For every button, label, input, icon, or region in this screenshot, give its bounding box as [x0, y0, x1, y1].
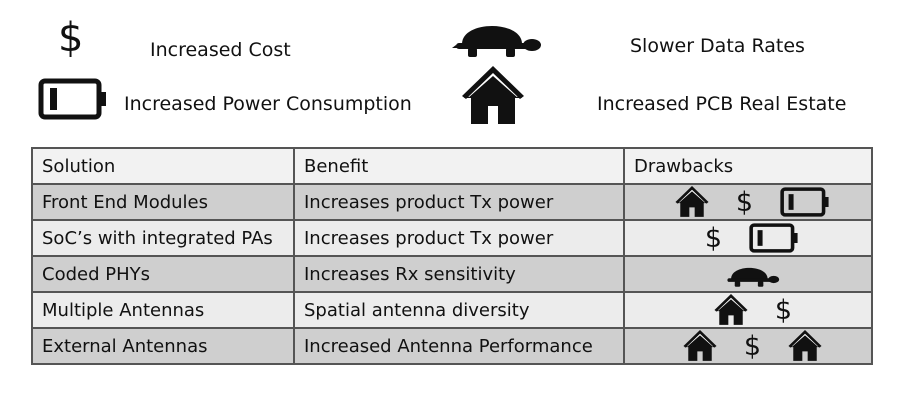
- header-solution: Solution: [31, 147, 295, 185]
- drawbacks-cell: $: [623, 219, 873, 257]
- legend-label-pcb: Increased PCB Real Estate: [597, 93, 847, 115]
- dollar-icon: $: [774, 294, 793, 326]
- battery-icon: [748, 223, 800, 253]
- benefit-cell: Increased Antenna Performance: [293, 327, 625, 365]
- turtle-icon: [452, 12, 544, 64]
- benefit-cell: Increases Rx sensitivity: [293, 255, 625, 293]
- dollar-icon: $: [743, 330, 762, 362]
- table-row: Multiple Antennas Spatial antenna divers…: [31, 291, 873, 329]
- table-row: External Antennas Increased Antenna Perf…: [31, 327, 873, 365]
- header-drawbacks: Drawbacks: [623, 147, 873, 185]
- drawbacks-table: Solution Benefit Drawbacks Front End Mod…: [31, 147, 873, 365]
- benefit-cell: Spatial antenna diversity: [293, 291, 625, 329]
- house-icon: [682, 330, 718, 362]
- benefit-cell: Increases product Tx power: [293, 219, 625, 257]
- solution-cell: Front End Modules: [31, 183, 295, 221]
- benefit-cell: Increases product Tx power: [293, 183, 625, 221]
- turtle-icon: [725, 259, 781, 289]
- dollar-icon: $: [58, 15, 84, 61]
- solution-cell: SoC’s with integrated PAs: [31, 219, 295, 257]
- house-icon: [674, 186, 710, 218]
- legend-label-power: Increased Power Consumption: [124, 93, 412, 115]
- house-icon: [787, 330, 823, 362]
- house-icon: [462, 66, 524, 130]
- drawbacks-cell: [623, 255, 873, 293]
- table-header-row: Solution Benefit Drawbacks: [31, 147, 873, 185]
- table-row: Coded PHYs Increases Rx sensitivity: [31, 255, 873, 293]
- drawbacks-cell: $: [623, 183, 873, 221]
- battery-icon: [779, 187, 831, 217]
- legend: $ Increased Cost Increased Power Consump…: [0, 0, 900, 135]
- solution-cell: Coded PHYs: [31, 255, 295, 293]
- table-row: SoC’s with integrated PAs Increases prod…: [31, 219, 873, 257]
- drawbacks-cell: $: [623, 291, 873, 329]
- house-icon: [713, 294, 749, 326]
- dollar-icon: $: [704, 222, 723, 254]
- solution-cell: Multiple Antennas: [31, 291, 295, 329]
- legend-label-slow: Slower Data Rates: [630, 35, 805, 57]
- table-row: Front End Modules Increases product Tx p…: [31, 183, 873, 221]
- drawbacks-cell: $: [623, 327, 873, 365]
- solution-cell: External Antennas: [31, 327, 295, 365]
- battery-icon: [38, 78, 108, 124]
- dollar-icon: $: [735, 186, 754, 218]
- header-benefit: Benefit: [293, 147, 625, 185]
- legend-label-cost: Increased Cost: [150, 39, 291, 61]
